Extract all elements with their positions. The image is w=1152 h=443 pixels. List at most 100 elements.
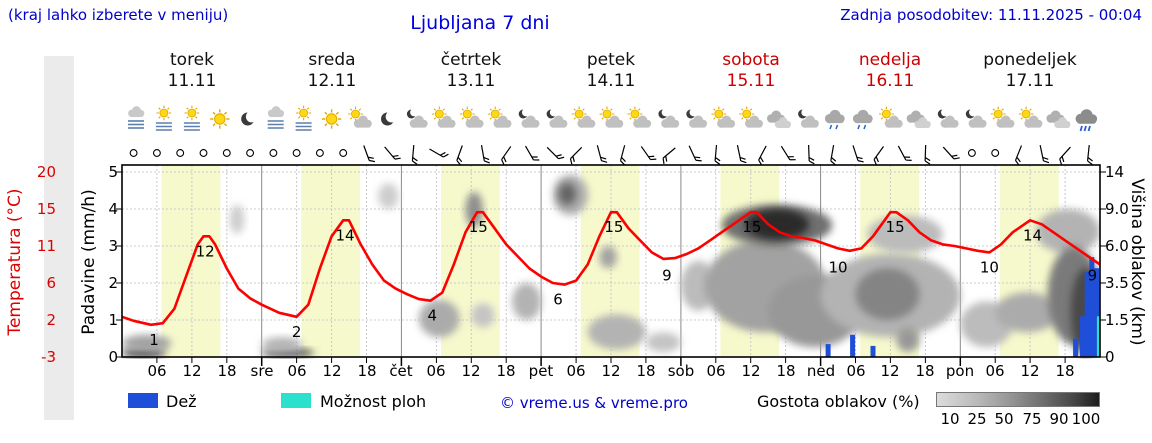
time-tick: 18 bbox=[776, 362, 796, 380]
wind-barb-icon bbox=[662, 147, 676, 164]
weather-icon-fog bbox=[128, 106, 145, 129]
rain-tick: 2 bbox=[108, 274, 118, 292]
wind-calm-icon bbox=[269, 149, 278, 157]
weather-icon-cloud-rain bbox=[1075, 109, 1098, 132]
cloud-tick: 0 bbox=[1105, 348, 1115, 366]
weather-icon-fog-sun bbox=[155, 105, 172, 131]
weather-icon-sun-cloud bbox=[487, 106, 512, 128]
time-tick: 06 bbox=[706, 362, 726, 380]
time-tick: 12 bbox=[1020, 362, 1040, 380]
day-date: 15.11 bbox=[726, 71, 776, 91]
wind-calm-icon bbox=[339, 149, 348, 157]
wind-barb-icon bbox=[456, 145, 463, 166]
precipitation-bars bbox=[825, 257, 1100, 357]
weather-icon-row bbox=[128, 105, 1098, 132]
cloud-density-gradient-bar bbox=[936, 392, 1100, 407]
wind-barb-icon bbox=[780, 145, 796, 161]
temperature-curve bbox=[122, 210, 1100, 327]
weather-icon-sun-cloud bbox=[879, 106, 903, 128]
density-tick: 100 bbox=[1071, 410, 1101, 428]
weather-icon-sun-cloud bbox=[711, 106, 736, 128]
weather-icon-sun-cloud bbox=[627, 106, 652, 128]
weather-icon-moon-cloud bbox=[686, 108, 708, 128]
time-tick: 06 bbox=[147, 362, 167, 380]
weather-icon-moon-cloud bbox=[518, 108, 540, 128]
wind-barb-icon bbox=[1086, 144, 1093, 165]
cloud-tick: 6.0 bbox=[1105, 237, 1129, 255]
temp-tick: 15 bbox=[36, 200, 56, 218]
weather-icon-sun-cloud bbox=[348, 106, 372, 128]
cloud-tick: 9.0 bbox=[1105, 200, 1129, 218]
time-tick: 18 bbox=[636, 362, 656, 380]
weather-icon-moon-cloud bbox=[965, 108, 987, 128]
day-abbrev-pet: pet bbox=[528, 362, 554, 380]
day-name: četrtek bbox=[440, 50, 502, 70]
day-date: 12.11 bbox=[307, 71, 357, 91]
wind-barb-icon bbox=[758, 145, 767, 166]
day-abbrev-sre: sre bbox=[250, 362, 274, 380]
temp-value-label: 15 bbox=[604, 218, 623, 236]
day-name: nedelja bbox=[858, 50, 922, 70]
temp-value-label: 2 bbox=[292, 323, 302, 341]
weather-icon-sun-cloud bbox=[739, 106, 763, 128]
weather-icon-cloud bbox=[767, 110, 792, 129]
time-tick: 06 bbox=[566, 362, 586, 380]
wind-barb-icon bbox=[852, 145, 864, 163]
cloud-tick: 3.5 bbox=[1105, 274, 1129, 292]
time-tick: 12 bbox=[741, 362, 761, 380]
day-abbrev-sob: sob bbox=[667, 362, 695, 380]
wind-calm-icon bbox=[176, 149, 185, 157]
weather-icon-moon-cloud bbox=[798, 108, 819, 128]
wind-barb-icon bbox=[569, 146, 583, 165]
temp-value-label: 15 bbox=[742, 218, 761, 236]
temp-value-label: 10 bbox=[980, 258, 999, 276]
cloud-density-layer bbox=[122, 174, 1100, 358]
weather-icon-sun-cloud bbox=[1018, 106, 1043, 128]
wind-barb-icon bbox=[363, 145, 376, 163]
weather-icon-cloud-drizzle bbox=[824, 109, 845, 130]
time-tick: 06 bbox=[287, 362, 307, 380]
weather-icon-sun-cloud bbox=[459, 106, 484, 128]
time-tick: 12 bbox=[322, 362, 342, 380]
wind-calm-icon bbox=[246, 149, 255, 157]
time-tick: 12 bbox=[461, 362, 481, 380]
weather-icon-cloud bbox=[1046, 110, 1071, 129]
day-name: petek bbox=[586, 50, 636, 70]
weather-icon-fog-sun bbox=[183, 105, 200, 131]
wind-barb-icon bbox=[546, 146, 565, 160]
cloud-tick: 1.5 bbox=[1105, 311, 1129, 329]
wind-barb-icon bbox=[1039, 145, 1050, 164]
wind-calm-icon bbox=[292, 149, 301, 157]
temp-tick: 6 bbox=[46, 274, 56, 292]
wind-barb-icon bbox=[688, 145, 702, 162]
weather-icon-sun-cloud bbox=[599, 106, 624, 128]
rain-tick: 1 bbox=[108, 311, 118, 329]
wind-calm-icon bbox=[152, 149, 161, 157]
temp-tick: 20 bbox=[36, 163, 56, 181]
density-tick: 25 bbox=[967, 410, 987, 428]
temp-value-label: 14 bbox=[335, 226, 354, 244]
time-tick: 18 bbox=[496, 362, 516, 380]
time-tick: 06 bbox=[426, 362, 446, 380]
wind-barb-icon bbox=[619, 145, 626, 166]
weather-icon-fog bbox=[267, 106, 285, 129]
time-tick: 06 bbox=[985, 362, 1005, 380]
credit-link[interactable]: © vreme.us & vreme.pro bbox=[500, 394, 688, 412]
weather-icon-cloud-drizzle bbox=[852, 109, 873, 130]
time-tick: 12 bbox=[601, 362, 621, 380]
time-tick: 18 bbox=[357, 362, 377, 380]
temp-value-label: 4 bbox=[428, 307, 438, 325]
shower-legend-swatch bbox=[281, 393, 311, 408]
temp-value-label: 9 bbox=[1088, 267, 1098, 285]
time-tick: 06 bbox=[846, 362, 866, 380]
wind-barb-icon bbox=[736, 145, 747, 164]
day-date: 11.11 bbox=[167, 71, 217, 91]
temp-value-label: 6 bbox=[553, 291, 563, 309]
wind-barb-icon bbox=[480, 145, 490, 164]
wind-barb-icon bbox=[897, 145, 912, 161]
rain-tick: 3 bbox=[108, 237, 118, 255]
day-date: 17.11 bbox=[1005, 71, 1055, 91]
shower-legend-label: Možnost ploh bbox=[320, 392, 427, 411]
temp-value-label: 9 bbox=[662, 267, 672, 285]
wind-barb-icon bbox=[873, 146, 884, 166]
